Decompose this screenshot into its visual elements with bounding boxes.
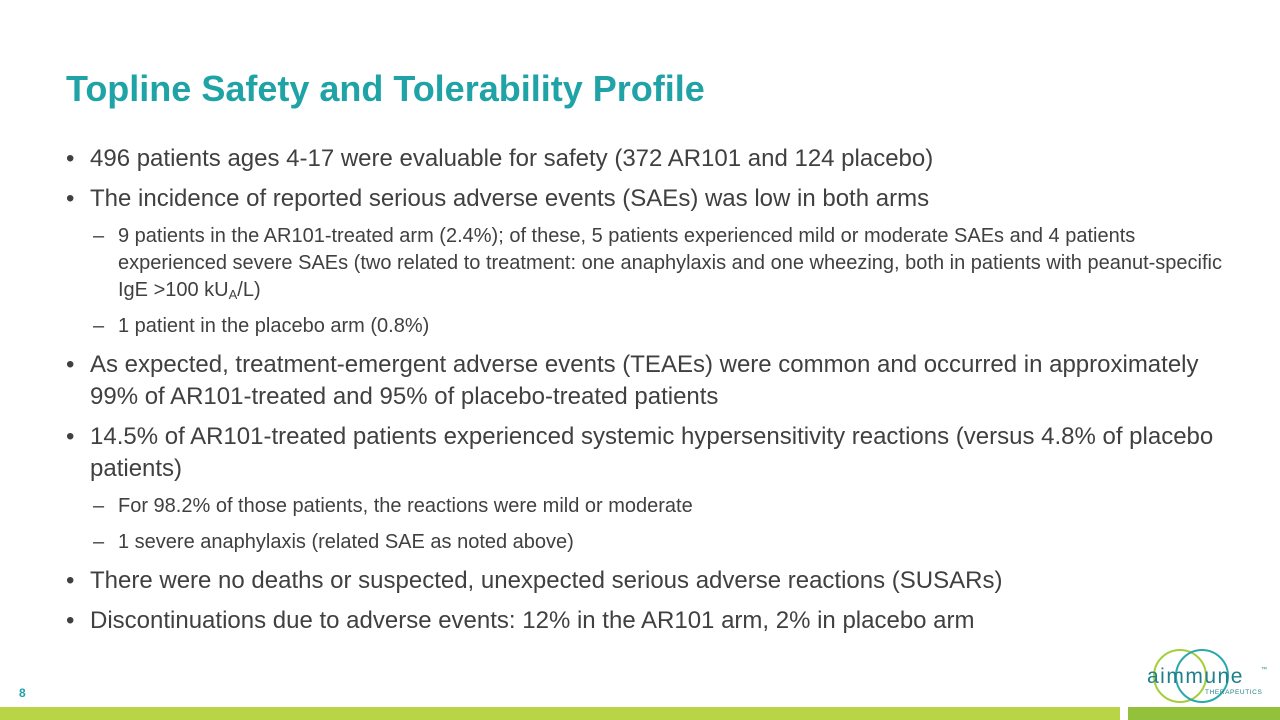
bullet-text: There were no deaths or suspected, unexp… xyxy=(90,567,1003,594)
bullet-text: 496 patients ages 4-17 were evaluable fo… xyxy=(90,145,934,172)
aimmune-logo: aimmune ™ THERAPEUTICS xyxy=(1147,649,1267,703)
page-number: 8 xyxy=(19,686,26,700)
slide-title: Topline Safety and Tolerability Profile xyxy=(66,68,705,109)
bullet-text: The incidence of reported serious advers… xyxy=(90,185,930,212)
bullet-text: As expected, treatment-emergent adverse … xyxy=(90,351,1199,410)
bullet-marker: • xyxy=(66,567,75,594)
bullet-sae-incidence: • The incidence of reported serious adve… xyxy=(66,183,1236,215)
bullet-no-deaths: • There were no deaths or suspected, une… xyxy=(66,565,1236,597)
bullet-evaluable-patients: • 496 patients ages 4-17 were evaluable … xyxy=(66,143,1236,175)
logo-subtitle: THERAPEUTICS xyxy=(1205,689,1262,696)
logo-wordmark: aimmune xyxy=(1147,665,1244,688)
subbullet-text: For 98.2% of those patients, the reactio… xyxy=(118,495,693,517)
bullet-marker: • xyxy=(66,423,75,450)
logo-ring-left xyxy=(1153,649,1207,703)
footer-bar-accent xyxy=(1128,707,1280,720)
subbullet-placebo-sae: – 1 patient in the placebo arm (0.8%) xyxy=(66,313,1236,340)
subbullet-text: 9 patients in the AR101-treated arm (2.4… xyxy=(118,225,1222,301)
subbullet-ar101-saes: – 9 patients in the AR101-treated arm (2… xyxy=(66,223,1236,304)
bullet-discontinuations: • Discontinuations due to adverse events… xyxy=(66,605,1236,637)
subscript-a: A xyxy=(228,287,238,302)
subbullet-mild-moderate: – For 98.2% of those patients, the react… xyxy=(66,493,1236,520)
subbullet-text: 1 severe anaphylaxis (related SAE as not… xyxy=(118,531,574,553)
bullet-text: 14.5% of AR101-treated patients experien… xyxy=(90,423,1214,482)
bullet-marker: • xyxy=(66,351,75,378)
dash-marker: – xyxy=(93,495,105,517)
logo-trademark: ™ xyxy=(1261,666,1267,673)
bullet-teaes: • As expected, treatment-emergent advers… xyxy=(66,349,1236,413)
logo-ring-right xyxy=(1175,649,1229,703)
dash-marker: – xyxy=(93,225,105,247)
bullet-text: Discontinuations due to adverse events: … xyxy=(90,607,975,634)
bullet-marker: • xyxy=(66,607,75,634)
footer-bar xyxy=(0,707,1280,720)
subbullet-text: 1 patient in the placebo arm (0.8%) xyxy=(118,315,430,337)
bullet-marker: • xyxy=(66,185,75,212)
bullet-list: • 496 patients ages 4-17 were evaluable … xyxy=(66,143,1236,645)
dash-marker: – xyxy=(93,315,105,337)
subbullet-text-tail: /L) xyxy=(237,279,261,301)
footer-bar-gap xyxy=(1120,707,1128,720)
subbullet-severe-anaphylaxis: – 1 severe anaphylaxis (related SAE as n… xyxy=(66,529,1236,556)
bullet-hypersensitivity: • 14.5% of AR101-treated patients experi… xyxy=(66,421,1236,485)
dash-marker: – xyxy=(93,531,105,553)
bullet-marker: • xyxy=(66,145,75,172)
